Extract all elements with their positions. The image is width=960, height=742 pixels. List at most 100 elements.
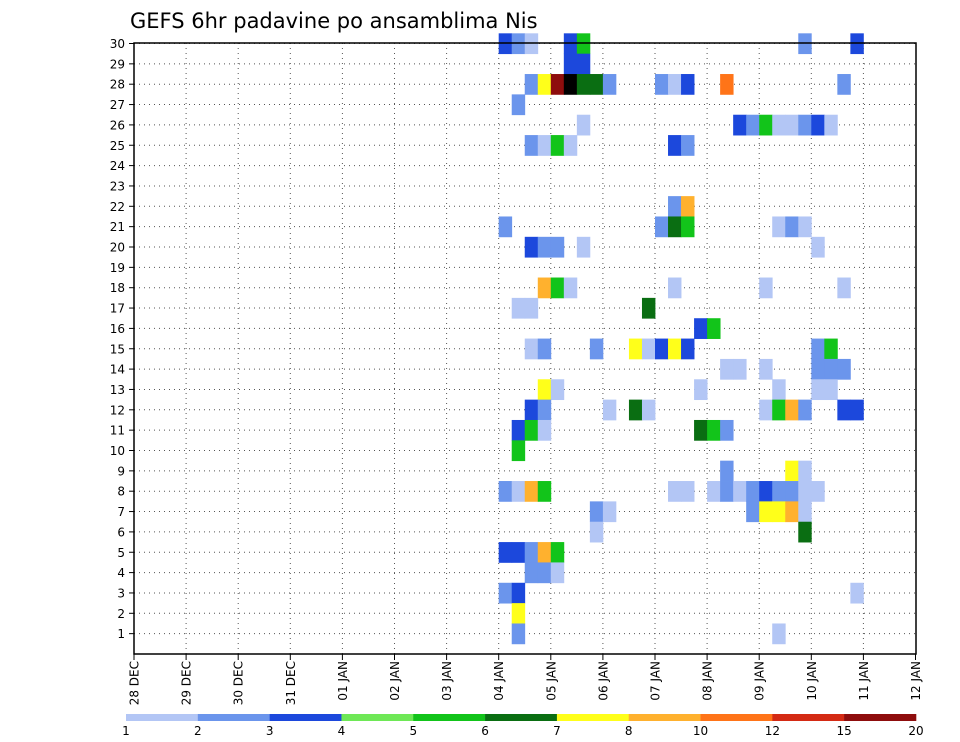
heatmap-cell	[576, 114, 591, 136]
heatmap-cell	[576, 74, 591, 95]
y-tick-label: 20	[110, 241, 125, 255]
heatmap-cell	[511, 582, 526, 604]
heatmap-cell	[537, 542, 552, 563]
colorbar-segment	[126, 714, 199, 721]
heatmap-cell	[537, 338, 552, 360]
x-tick-label: 10 JAN	[805, 661, 819, 701]
heatmap-cell	[694, 419, 708, 441]
y-tick-label: 1	[117, 627, 125, 641]
heatmap-cell	[524, 419, 539, 441]
heatmap-cell	[733, 358, 747, 380]
axes: 1234567891011121314151617181920212223242…	[110, 37, 923, 705]
heatmap-cell	[641, 297, 656, 319]
y-tick-label: 13	[110, 383, 125, 397]
heatmap-cell	[785, 481, 799, 502]
heatmap-cell	[563, 277, 578, 299]
heatmap-cell	[772, 399, 786, 421]
x-tick-label: 11 JAN	[857, 661, 871, 701]
x-tick-label: 09 JAN	[753, 661, 767, 701]
heatmap-cell	[655, 216, 669, 238]
heatmap-cell	[798, 501, 812, 523]
y-tick-label: 17	[110, 302, 125, 316]
heatmap-cell	[511, 94, 526, 116]
heatmap-cell	[550, 562, 565, 584]
heatmap-cell	[759, 114, 773, 136]
heatmap-cell	[524, 297, 539, 319]
heatmap-cell	[785, 114, 799, 136]
heatmap-cell	[655, 338, 669, 360]
colorbar-label: 5	[409, 724, 417, 738]
heatmap-cell	[785, 501, 799, 523]
heatmap-cell	[785, 460, 799, 482]
heatmap-cell	[772, 114, 786, 136]
heatmap-cell	[668, 216, 682, 238]
heatmap-cell	[524, 399, 539, 421]
heatmap-cell	[511, 542, 526, 563]
heatmap-cell	[550, 379, 565, 401]
heatmap-cell	[537, 562, 552, 584]
y-tick-label: 27	[110, 98, 125, 112]
heatmap-cell	[537, 379, 552, 401]
heatmap-cell	[537, 419, 552, 441]
heatmap-cell	[655, 74, 669, 95]
heatmap-cell	[641, 338, 656, 360]
heatmap-cell	[707, 318, 721, 339]
heatmap-cell	[759, 358, 773, 380]
heatmap-cell	[772, 501, 786, 523]
colorbar-segment	[844, 714, 917, 721]
heatmap-cell	[668, 481, 682, 502]
heatmap-cell	[759, 277, 773, 299]
heatmap-cell	[720, 74, 734, 95]
y-tick-label: 21	[110, 220, 125, 234]
heatmap-cell	[746, 481, 760, 502]
colorbar-segment	[628, 714, 701, 721]
heatmap-cell	[850, 582, 864, 604]
heatmap-cell	[511, 419, 526, 441]
heatmap-cell	[720, 460, 734, 482]
heatmap-cell	[772, 379, 786, 401]
heatmap-cell	[759, 481, 773, 502]
heatmap-cell	[537, 236, 552, 258]
colorbar-label: 20	[908, 724, 923, 738]
heatmap-cell	[811, 358, 825, 380]
x-tick-label: 07 JAN	[649, 661, 663, 701]
x-tick-label: 03 JAN	[440, 661, 454, 701]
heatmap-cell	[537, 481, 552, 502]
x-tick-label: 12 JAN	[909, 661, 923, 701]
heatmap-cell	[498, 216, 513, 238]
colorbar-segment	[341, 714, 414, 721]
heatmap-cell	[563, 53, 578, 75]
heatmap-cell	[811, 481, 825, 502]
colorbar-label: 4	[338, 724, 346, 738]
y-tick-label: 3	[117, 586, 125, 600]
heatmap-cell	[576, 236, 591, 258]
heatmap-cell	[537, 135, 552, 156]
heatmap-cell	[550, 542, 565, 563]
y-tick-label: 16	[110, 322, 125, 336]
heatmap-cell	[681, 135, 695, 156]
heatmap-cell	[811, 379, 825, 401]
x-tick-label: 31 DEC	[284, 661, 298, 705]
colorbar-label: 8	[625, 724, 633, 738]
colorbar-label: 12	[765, 724, 780, 738]
y-tick-label: 28	[110, 78, 125, 92]
heatmap-cell	[563, 135, 578, 156]
colorbar-label: 6	[481, 724, 489, 738]
heatmap-cell	[746, 501, 760, 523]
heatmap-cell	[837, 277, 851, 299]
colorbar-segment	[556, 714, 630, 721]
colorbar: 1 2 3 4 5 6 7 8 10 12 15 20	[122, 714, 924, 738]
y-tick-label: 30	[110, 37, 125, 51]
colorbar-label: 1	[122, 724, 130, 738]
colorbar-segment	[197, 714, 270, 721]
heatmap-cell	[524, 562, 539, 584]
chart-title: GEFS 6hr padavine po ansamblima Nis	[130, 9, 538, 33]
y-tick-label: 5	[117, 546, 125, 560]
heatmap-cell	[589, 501, 604, 523]
heatmap-cell	[720, 358, 734, 380]
heatmap-cell	[524, 135, 539, 156]
heatmap-cell	[498, 582, 513, 604]
heatmap-cell	[694, 379, 708, 401]
x-tick-label: 01 JAN	[336, 661, 350, 701]
heatmap-cell	[524, 338, 539, 360]
